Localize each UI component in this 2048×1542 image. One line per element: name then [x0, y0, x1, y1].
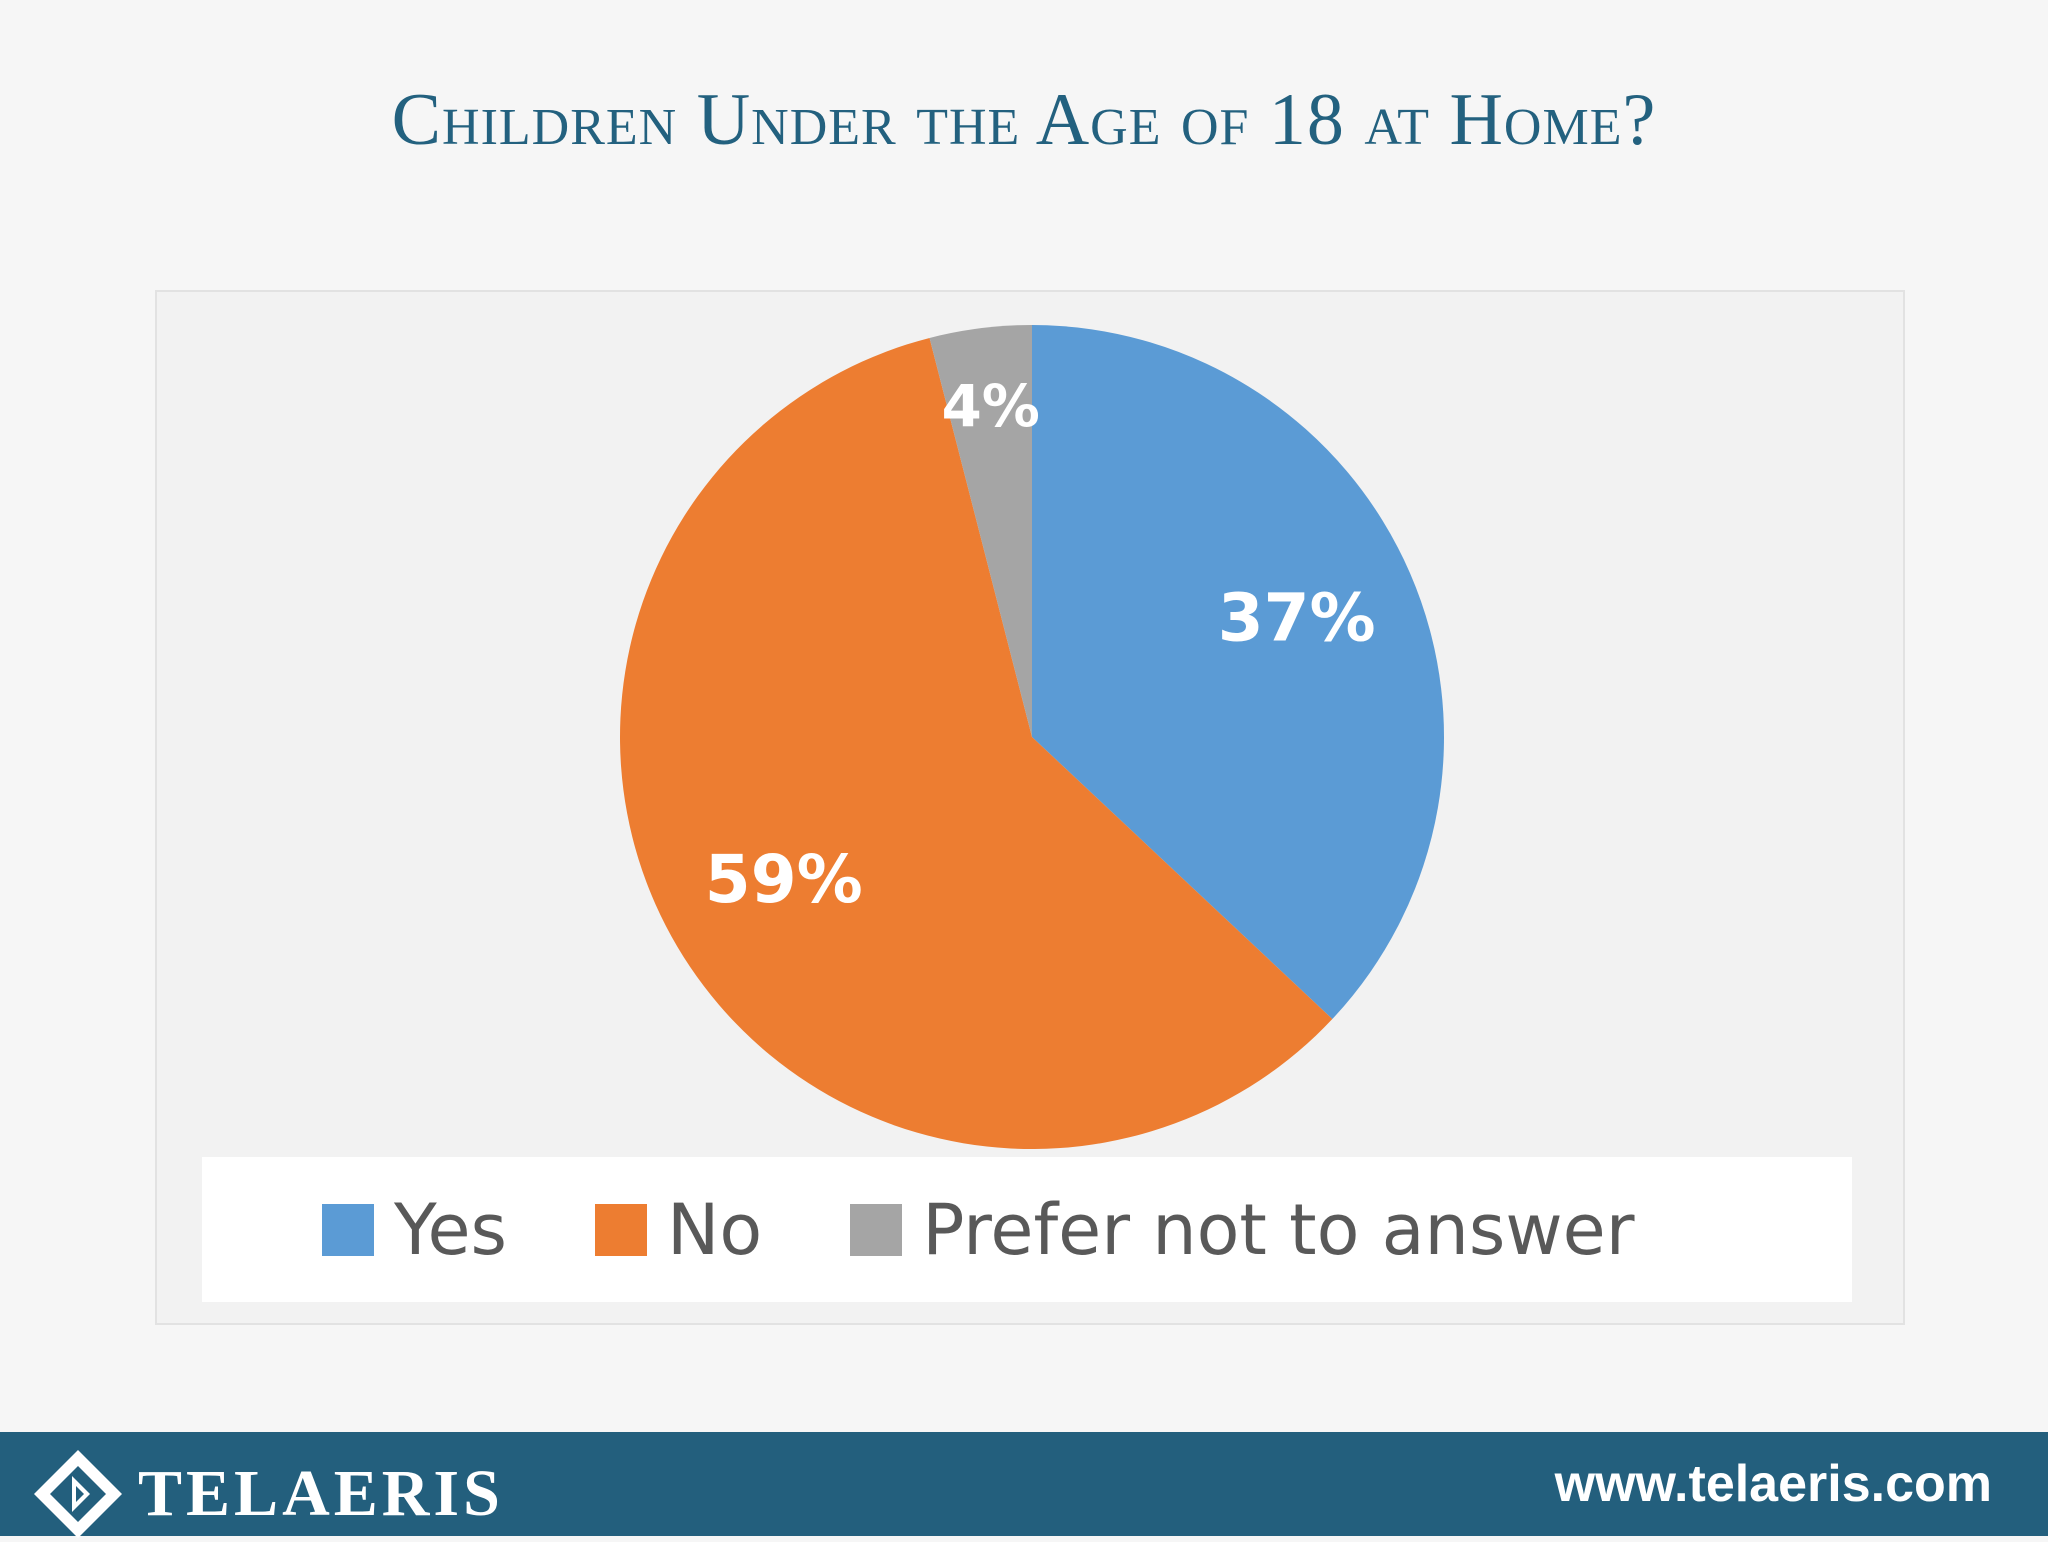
- legend-item-no: No: [595, 1189, 762, 1271]
- pie-label-no: 59%: [705, 841, 863, 918]
- legend-label-yes: Yes: [394, 1188, 507, 1271]
- pie-slice-no: [620, 337, 1333, 1149]
- pie-chart: 37% 59% 4%: [620, 325, 1445, 1149]
- chart-area: 37% 59% 4% Yes No Prefer not to answer: [155, 290, 1905, 1325]
- brand-name: TELAERIS: [138, 1457, 504, 1530]
- brand-logo[interactable]: TELAERIS: [30, 1446, 504, 1542]
- legend-item-yes: Yes: [322, 1189, 507, 1271]
- legend-swatch-prefer-not: [850, 1203, 903, 1256]
- footer-bar: TELAERIS www.telaeris.com: [0, 1432, 2048, 1538]
- slide-title: Children Under the Age of 18 at Home?: [391, 79, 1657, 161]
- footer-url-link[interactable]: www.telaeris.com: [1554, 1455, 1992, 1513]
- pie-slice-yes: [1032, 325, 1445, 1020]
- legend-swatch-no: [595, 1203, 647, 1256]
- pie-label-yes: 37%: [1218, 580, 1376, 657]
- legend-label-no: No: [667, 1188, 763, 1271]
- pie-label-prefer-not: 4%: [941, 372, 1039, 440]
- legend-item-prefer-not: Prefer not to answer: [850, 1189, 1634, 1271]
- telaeris-diamond-logo-icon: [34, 1450, 122, 1538]
- chart-legend: Yes No Prefer not to answer: [202, 1157, 1852, 1302]
- pie-slice-prefer-not: [929, 325, 1032, 737]
- legend-swatch-yes: [322, 1203, 374, 1256]
- legend-label-prefer-not: Prefer not to answer: [922, 1188, 1635, 1271]
